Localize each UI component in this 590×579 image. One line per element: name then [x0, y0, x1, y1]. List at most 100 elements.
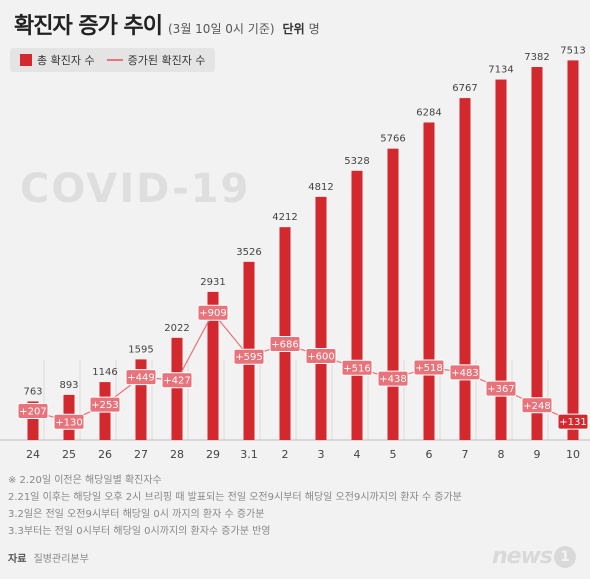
bar-value-label: 1595: [128, 344, 153, 355]
increase-badge: [449, 364, 481, 381]
x-tick-label: 28: [170, 448, 184, 461]
increase-value-label: +253: [91, 400, 118, 411]
bar-value-label: 2931: [200, 277, 225, 288]
increase-value-label: +248: [523, 401, 550, 412]
bar-value-label: 4212: [272, 212, 297, 223]
increase-value-label: +367: [487, 384, 514, 395]
x-tick-label: 8: [498, 448, 505, 461]
x-tick-label: 5: [390, 448, 397, 461]
bar-total: [423, 122, 435, 441]
legend: 총 확진자 수 증가된 확진자 수: [10, 48, 216, 72]
bar-total: [495, 79, 507, 441]
bar-total: [27, 401, 39, 440]
increase-badge: [89, 396, 121, 413]
bar-value-label: 5328: [344, 156, 369, 167]
bar-value-label: 4812: [308, 182, 333, 193]
increase-badge: [269, 335, 301, 352]
note-line: 2.21일 이후는 해당일 오후 2시 브리핑 때 발표되는 전일 오전9시부터…: [8, 492, 462, 503]
legend-bar-swatch: [20, 54, 32, 66]
x-tick-label: 26: [98, 448, 112, 461]
legend-line-swatch: [106, 59, 123, 61]
bar-value-label: 7134: [488, 65, 513, 76]
bar-value-label: 763: [23, 386, 42, 397]
logo-text: news: [491, 544, 553, 569]
increase-badge: [197, 304, 229, 321]
bar-value-label: 7513: [560, 45, 585, 56]
bar-value-label: 6284: [416, 107, 441, 118]
increase-value-label: +438: [379, 374, 406, 385]
x-tick-label: 3.1: [240, 448, 258, 461]
bar-total: [459, 98, 471, 440]
source-value: 질병관리본부: [33, 554, 89, 565]
unit-label: 단위: [282, 22, 305, 36]
increase-badge: [413, 359, 445, 376]
legend-increase-label: 증가된 확진자 수: [127, 54, 206, 67]
bar-total: [279, 227, 291, 440]
increase-badge: [233, 348, 265, 365]
x-tick-label: 7: [462, 448, 469, 461]
bar-value-label: 2022: [164, 323, 189, 334]
increase-value-label: +449: [127, 373, 154, 384]
x-tick-label: 4: [354, 448, 361, 461]
increase-value-label: +595: [235, 352, 262, 363]
bar-value-label: 3526: [236, 247, 261, 258]
increase-badge: [521, 397, 553, 414]
news1-logo: news 1: [492, 544, 576, 569]
increase-value-label: +130: [55, 417, 82, 428]
bar-value-label: 893: [59, 380, 78, 391]
legend-total-label: 총 확진자 수: [37, 54, 95, 67]
note-line: 3.3부터는 전일 0시부터 해당일 0시까지의 환자수 증가분 반영: [8, 526, 271, 537]
increase-badge: [341, 359, 373, 376]
chart: 763248932511462615952720222829312935263.…: [0, 45, 590, 461]
x-tick-label: 27: [134, 448, 148, 461]
bar-total: [171, 337, 183, 440]
notes: ※ 2.20일 이전은 해당일별 확진자수 2.21일 이후는 해당일 오후 2…: [8, 472, 462, 540]
increase-value-label: +207: [19, 407, 46, 418]
x-tick-label: 2: [282, 448, 289, 461]
x-tick-label: 25: [62, 448, 76, 461]
increase-value-label: +686: [271, 339, 298, 350]
increase-value-label: +427: [163, 376, 190, 387]
bar-value-label: 7382: [524, 52, 549, 63]
title-row: 확진자 증가 추이 (3월 10일 0시 기준) 단위 명: [14, 8, 320, 40]
logo-mark: 1: [554, 545, 576, 568]
bar-total: [315, 196, 327, 440]
source-label: 자료: [8, 554, 27, 565]
source: 자료 질병관리본부: [8, 550, 89, 565]
subtitle: (3월 10일 0시 기준): [168, 22, 275, 36]
increase-value-label: +909: [199, 308, 226, 319]
increase-value-label: +600: [307, 352, 334, 363]
increase-badge: [305, 348, 337, 364]
bar-total: [387, 148, 399, 440]
page-title: 확진자 증가 추이: [14, 14, 163, 39]
bar-value-label: 6767: [452, 83, 477, 94]
increase-badge: [17, 403, 49, 420]
x-tick-label: 10: [566, 448, 580, 461]
bar-value-label: 5766: [380, 134, 405, 145]
increase-badge: [377, 370, 409, 387]
x-tick-label: 24: [26, 448, 40, 461]
increase-line: [32, 311, 574, 423]
bar-total: [135, 359, 147, 440]
note-line: ※ 2.20일 이전은 해당일별 확진자수: [8, 475, 162, 486]
note-line: 3.2일은 전일 오전9시부터 해당일 0시 까지의 환자 수 증가분: [8, 509, 265, 520]
increase-badge: [161, 372, 193, 389]
increase-value-label: +518: [415, 363, 442, 374]
x-tick-label: 29: [206, 448, 220, 461]
bar-value-label: 1146: [92, 367, 117, 378]
bar-total: [531, 67, 543, 440]
increase-badge: [125, 369, 157, 386]
increase-value-label: +483: [451, 368, 478, 379]
x-tick-label: 9: [534, 448, 541, 461]
bar-total: [351, 170, 363, 441]
x-tick-label: 3: [318, 448, 325, 461]
increase-badge: [485, 380, 517, 397]
increase-badge: [53, 413, 85, 430]
bar-total: [207, 291, 219, 440]
unit-value: 명: [308, 22, 320, 36]
x-tick-label: 6: [426, 448, 433, 461]
increase-value-label: +131: [559, 417, 586, 428]
increase-badge: [557, 413, 589, 430]
increase-value-label: +516: [343, 363, 370, 374]
bar-total: [567, 60, 579, 441]
